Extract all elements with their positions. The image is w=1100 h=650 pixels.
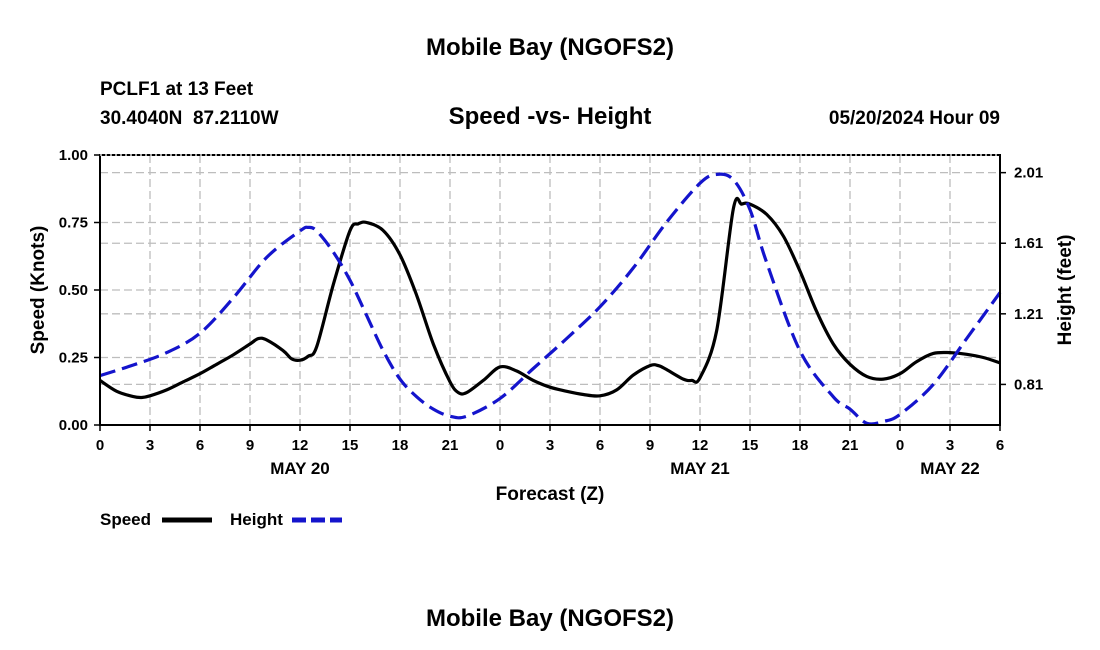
day-label: MAY 20 — [270, 459, 330, 478]
legend: Speed Height — [100, 510, 342, 529]
x-tick-label: 3 — [946, 437, 954, 454]
y-right-tick-label: 1.21 — [1014, 306, 1043, 323]
x-tick-label: 12 — [292, 437, 309, 454]
y-right-tick-label: 1.61 — [1014, 235, 1043, 252]
y-left-tick-label: 0.00 — [59, 417, 88, 434]
grid-lines — [100, 155, 1000, 425]
y-right-tick-label: 2.01 — [1014, 165, 1043, 182]
x-tick-label: 3 — [546, 437, 554, 454]
x-tick-label: 6 — [596, 437, 604, 454]
legend-speed-label: Speed — [100, 510, 151, 529]
x-axis-label: Forecast (Z) — [496, 484, 605, 505]
x-tick-label: 18 — [792, 437, 809, 454]
station-coords: 30.4040N 87.2110W — [100, 108, 279, 129]
x-tick-label: 3 — [146, 437, 154, 454]
x-tick-label: 21 — [842, 437, 859, 454]
y-left-tick-label: 0.75 — [59, 215, 88, 232]
forecast-datetime: 05/20/2024 Hour 09 — [829, 108, 1000, 129]
footer-title: Mobile Bay (NGOFS2) — [426, 605, 674, 632]
x-tick-label: 9 — [246, 437, 254, 454]
legend-height-label: Height — [230, 510, 283, 529]
series-line-speed — [99, 196, 1001, 400]
y-axis-right-label: Height (feet) — [1055, 235, 1076, 346]
day-label: MAY 21 — [670, 459, 730, 478]
x-tick-label: 0 — [896, 437, 904, 454]
y-left-tick-label: 0.50 — [59, 282, 88, 299]
x-tick-label: 18 — [392, 437, 409, 454]
day-label: MAY 22 — [920, 459, 980, 478]
x-tick-label: 6 — [196, 437, 204, 454]
x-tick-label: 0 — [496, 437, 504, 454]
series-group — [99, 172, 1002, 426]
station-label: PCLF1 at 13 Feet — [100, 79, 254, 100]
x-tick-label: 12 — [692, 437, 709, 454]
y-axis-left-label: Speed (Knots) — [28, 226, 49, 355]
series-line-height — [99, 172, 1002, 426]
x-tick-label: 6 — [996, 437, 1004, 454]
y-left-tick-label: 1.00 — [59, 147, 88, 164]
x-tick-label: 21 — [442, 437, 459, 454]
axes-group: 0 3 6 9 12 15 18 21 0 3 6 9 12 15 18 21 0 3 6 MAY 20 MAY 21 M… — [59, 147, 1043, 478]
chart-main-title: Mobile Bay (NGOFS2) — [426, 34, 674, 61]
x-tick-label: 15 — [342, 437, 359, 454]
y-right-tick-label: 0.81 — [1014, 376, 1043, 393]
x-tick-label: 15 — [742, 437, 759, 454]
x-tick-label: 9 — [646, 437, 654, 454]
y-left-tick-label: 0.25 — [59, 350, 88, 367]
x-tick-label: 0 — [96, 437, 104, 454]
chart-subtitle: Speed -vs- Height — [449, 103, 652, 130]
